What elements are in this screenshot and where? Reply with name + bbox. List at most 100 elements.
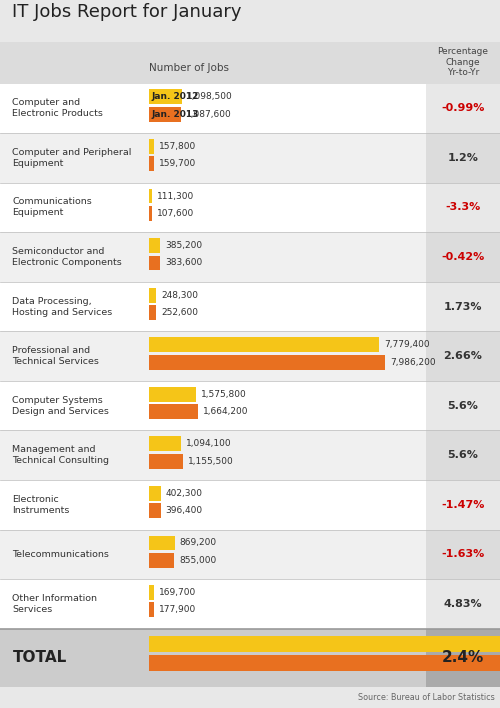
FancyBboxPatch shape <box>0 183 500 232</box>
Text: 1,664,200: 1,664,200 <box>204 407 249 416</box>
FancyBboxPatch shape <box>149 156 154 171</box>
FancyBboxPatch shape <box>426 282 500 331</box>
FancyBboxPatch shape <box>426 133 500 183</box>
Text: Computer and
Electronic Products: Computer and Electronic Products <box>12 98 104 118</box>
Text: -1.47%: -1.47% <box>441 500 484 510</box>
Text: 1.73%: 1.73% <box>444 302 482 312</box>
Text: Electronic
Instruments: Electronic Instruments <box>12 495 70 515</box>
Text: 159,700: 159,700 <box>158 159 196 169</box>
Text: Computer and Peripheral
Equipment: Computer and Peripheral Equipment <box>12 148 132 168</box>
Text: Communications
Equipment: Communications Equipment <box>12 198 92 217</box>
FancyBboxPatch shape <box>426 629 500 687</box>
FancyBboxPatch shape <box>426 530 500 579</box>
FancyBboxPatch shape <box>0 629 500 687</box>
FancyBboxPatch shape <box>149 89 182 104</box>
FancyBboxPatch shape <box>426 381 500 430</box>
Text: 2.66%: 2.66% <box>444 351 482 361</box>
Text: Source: Bureau of Labor Statistics: Source: Bureau of Labor Statistics <box>358 693 495 702</box>
FancyBboxPatch shape <box>426 232 500 282</box>
Text: 7,779,400: 7,779,400 <box>384 341 430 349</box>
FancyBboxPatch shape <box>426 331 500 381</box>
FancyBboxPatch shape <box>149 206 152 221</box>
FancyBboxPatch shape <box>149 655 500 671</box>
Text: 4.83%: 4.83% <box>444 599 482 609</box>
FancyBboxPatch shape <box>0 232 500 282</box>
FancyBboxPatch shape <box>149 535 174 550</box>
FancyBboxPatch shape <box>149 256 160 270</box>
FancyBboxPatch shape <box>426 84 500 133</box>
Text: 1.2%: 1.2% <box>448 153 478 163</box>
FancyBboxPatch shape <box>149 486 161 501</box>
Text: 396,400: 396,400 <box>166 506 203 515</box>
Text: 5.6%: 5.6% <box>448 401 478 411</box>
Text: 107,600: 107,600 <box>157 209 194 218</box>
Text: Professional and
Technical Services: Professional and Technical Services <box>12 346 100 366</box>
FancyBboxPatch shape <box>149 188 152 203</box>
Text: -1.63%: -1.63% <box>441 549 484 559</box>
Text: -0.42%: -0.42% <box>441 252 484 262</box>
Text: 169,700: 169,700 <box>159 588 196 597</box>
Text: TOTAL: TOTAL <box>12 650 67 666</box>
Text: Jan. 2012: Jan. 2012 <box>151 93 198 101</box>
FancyBboxPatch shape <box>149 585 154 600</box>
Text: 177,900: 177,900 <box>160 605 196 615</box>
FancyBboxPatch shape <box>426 183 500 232</box>
FancyBboxPatch shape <box>149 553 174 568</box>
Text: IT Jobs Report for January: IT Jobs Report for January <box>12 3 242 21</box>
FancyBboxPatch shape <box>149 337 380 352</box>
Text: -0.99%: -0.99% <box>441 103 484 113</box>
FancyBboxPatch shape <box>0 133 500 183</box>
Text: 855,000: 855,000 <box>180 556 216 565</box>
Text: 2.4%: 2.4% <box>442 650 484 666</box>
Text: 252,600: 252,600 <box>162 308 198 317</box>
Text: 111,300: 111,300 <box>158 192 194 200</box>
FancyBboxPatch shape <box>0 530 500 579</box>
FancyBboxPatch shape <box>426 430 500 480</box>
Text: Data Processing,
Hosting and Services: Data Processing, Hosting and Services <box>12 297 113 316</box>
Text: Jan. 2013: Jan. 2013 <box>151 110 198 119</box>
FancyBboxPatch shape <box>149 139 154 154</box>
Text: -3.3%: -3.3% <box>445 202 480 212</box>
Text: Percentage
Change
Yr-to-Yr: Percentage Change Yr-to-Yr <box>437 47 488 77</box>
Text: 5.6%: 5.6% <box>448 450 478 460</box>
Text: 248,300: 248,300 <box>162 291 198 299</box>
Text: 1,098,500: 1,098,500 <box>186 93 232 101</box>
Text: Other Information
Services: Other Information Services <box>12 594 98 614</box>
Text: Semiconductor and
Electronic Components: Semiconductor and Electronic Components <box>12 247 122 267</box>
FancyBboxPatch shape <box>0 579 500 629</box>
Text: 7,986,200: 7,986,200 <box>390 358 436 367</box>
FancyBboxPatch shape <box>149 305 156 320</box>
FancyBboxPatch shape <box>0 282 500 331</box>
FancyBboxPatch shape <box>0 42 500 84</box>
FancyBboxPatch shape <box>0 331 500 381</box>
FancyBboxPatch shape <box>149 436 182 451</box>
FancyBboxPatch shape <box>0 430 500 480</box>
Text: 157,800: 157,800 <box>158 142 196 151</box>
FancyBboxPatch shape <box>149 454 183 469</box>
FancyBboxPatch shape <box>149 404 198 419</box>
FancyBboxPatch shape <box>149 503 160 518</box>
Text: Number of Jobs: Number of Jobs <box>149 63 229 73</box>
FancyBboxPatch shape <box>149 387 196 401</box>
FancyBboxPatch shape <box>149 287 156 302</box>
Text: 1,087,600: 1,087,600 <box>186 110 232 119</box>
FancyBboxPatch shape <box>0 84 500 133</box>
Text: 383,600: 383,600 <box>166 258 202 268</box>
FancyBboxPatch shape <box>149 603 154 617</box>
Text: 869,200: 869,200 <box>180 539 217 547</box>
Text: 402,300: 402,300 <box>166 489 203 498</box>
Text: Management and
Technical Consulting: Management and Technical Consulting <box>12 445 110 465</box>
FancyBboxPatch shape <box>149 636 500 652</box>
FancyBboxPatch shape <box>426 480 500 530</box>
Text: Computer Systems
Design and Services: Computer Systems Design and Services <box>12 396 110 416</box>
Text: 1,155,500: 1,155,500 <box>188 457 234 466</box>
Text: 385,200: 385,200 <box>166 241 202 250</box>
FancyBboxPatch shape <box>149 238 160 253</box>
FancyBboxPatch shape <box>426 579 500 629</box>
FancyBboxPatch shape <box>0 381 500 430</box>
Text: Telecommunications: Telecommunications <box>12 550 110 559</box>
Text: 1,094,100: 1,094,100 <box>186 440 232 448</box>
FancyBboxPatch shape <box>149 355 386 370</box>
FancyBboxPatch shape <box>149 107 181 122</box>
FancyBboxPatch shape <box>0 480 500 530</box>
